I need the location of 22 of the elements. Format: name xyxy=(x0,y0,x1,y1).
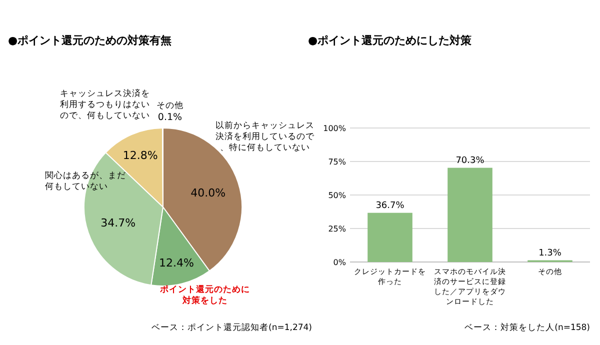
data-label: 0.1% xyxy=(158,112,182,123)
data-label: 70.3% xyxy=(456,156,485,166)
data-label: 34.7% xyxy=(100,216,136,230)
text: ベース：対策をした人(n=158) xyxy=(464,322,590,333)
slice-label: 関心はあるが、まだ何もしていない xyxy=(45,170,126,192)
data-label: 1.3% xyxy=(538,248,562,258)
y-tick-label: 50% xyxy=(328,191,346,200)
slice-label: キャッシュレス決済を利用するつもりはないので、何もしていない xyxy=(60,88,150,121)
data-label: 36.7% xyxy=(376,200,405,211)
y-tick-label: 25% xyxy=(328,224,346,234)
slice-label: ポイント還元のために対策をした xyxy=(159,284,250,306)
chart-title: ●ポイント還元のためにした対策 xyxy=(308,34,473,47)
data-label: 12.8% xyxy=(122,148,158,162)
y-tick-label: 100% xyxy=(323,124,346,133)
slice-label: 以前からキャッシュレス決済を利用しているので、特に何もしていない xyxy=(216,120,316,153)
data-label: 12.4% xyxy=(158,256,194,270)
data-label: 40.0% xyxy=(190,186,226,200)
y-tick-label: 0% xyxy=(333,258,346,267)
chart-title: ●ポイント還元のための対策有無 xyxy=(8,34,172,47)
y-tick-label: 75% xyxy=(328,158,346,166)
slice-label: その他 xyxy=(156,100,184,111)
text: ベース：ポイント還元認知者(n=1,274) xyxy=(152,322,312,333)
